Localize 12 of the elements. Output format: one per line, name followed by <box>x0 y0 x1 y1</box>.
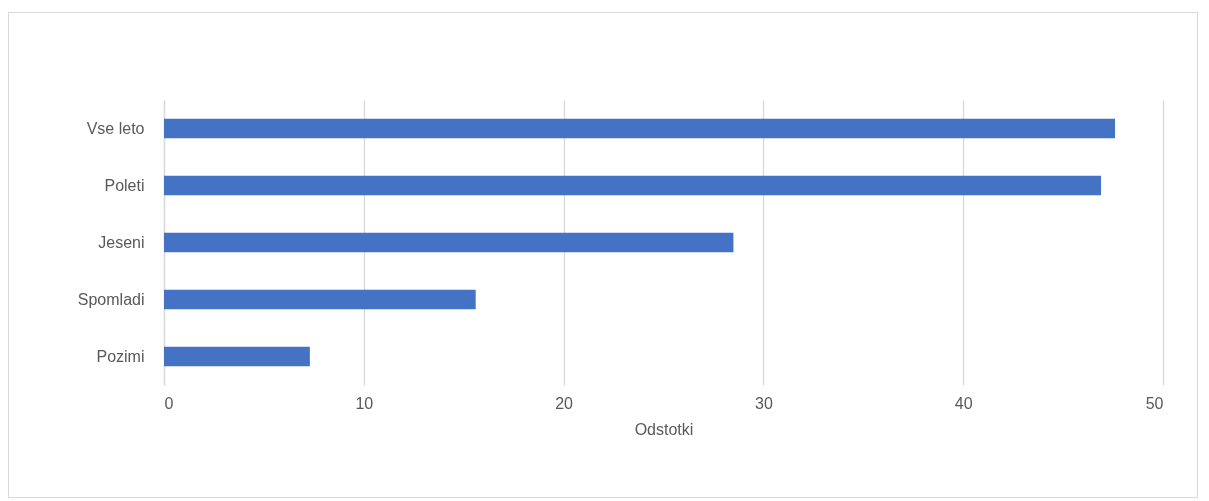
x-tick-label: 0 <box>164 394 174 412</box>
x-tick-label: 10 <box>355 394 374 412</box>
y-tick-label: Jeseni <box>98 233 145 251</box>
x-axis-title: Odstotki <box>634 420 694 438</box>
y-tick-label: Spomladi <box>77 290 145 308</box>
x-tick-label: 50 <box>1145 394 1164 412</box>
x-tick-label: 20 <box>555 394 574 412</box>
y-tick-label: Poleti <box>104 176 145 194</box>
y-tick-label: Vse leto <box>86 119 145 137</box>
x-tick-label: 30 <box>755 394 773 412</box>
x-tick-label: 40 <box>954 394 973 412</box>
y-tick-label: Pozimi <box>96 347 145 365</box>
